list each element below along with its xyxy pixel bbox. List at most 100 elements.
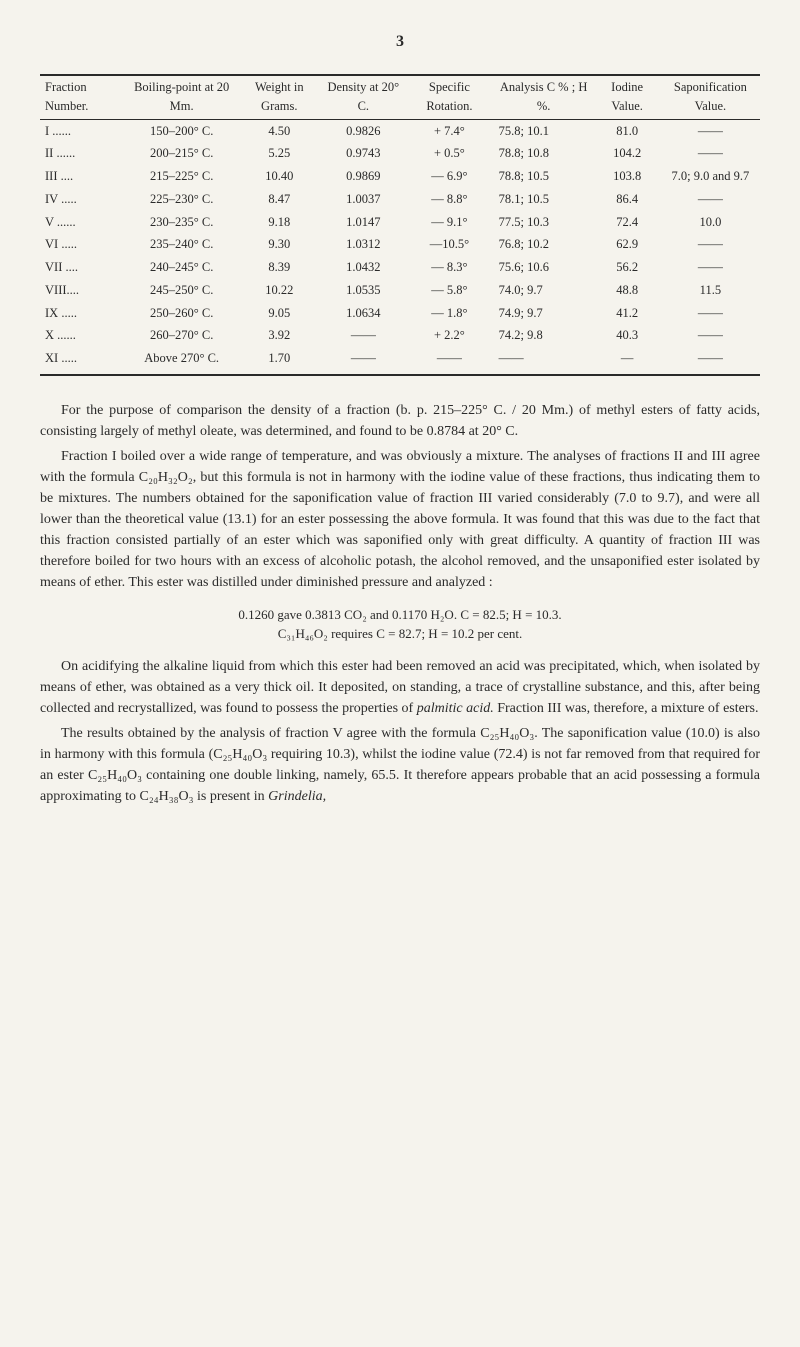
table-cell: 235–240° C. — [126, 233, 237, 256]
table-cell: 150–200° C. — [126, 119, 237, 142]
table-cell: XI ..... — [40, 347, 126, 375]
p3-post: Fraction III was, therefore, a mixture o… — [494, 701, 759, 716]
p4-pre: The results obtained by the analysis of … — [40, 726, 760, 804]
table-cell: — 9.1° — [405, 211, 494, 234]
table-cell: 245–250° C. — [126, 279, 237, 302]
table-cell: 250–260° C. — [126, 302, 237, 325]
paragraph-1: For the purpose of comparison the densit… — [40, 400, 760, 442]
header-analysis: Analysis C % ; H %. — [494, 75, 594, 118]
table-cell: —— — [661, 256, 760, 279]
table-cell: — 6.9° — [405, 165, 494, 188]
table-cell: II ...... — [40, 142, 126, 165]
header-density: Density at 20° C. — [322, 75, 406, 118]
header-specific: Specific Rotation. — [405, 75, 494, 118]
header-saponi: Saponi­fication Value. — [661, 75, 760, 118]
table-cell: 86.4 — [594, 188, 661, 211]
table-cell: — 1.8° — [405, 302, 494, 325]
table-cell: 11.5 — [661, 279, 760, 302]
table-row: VII ....240–245° C.8.391.0432— 8.3°75.6;… — [40, 256, 760, 279]
table-row: II ......200–215° C.5.250.9743+ 0.5°78.8… — [40, 142, 760, 165]
table-cell: 240–245° C. — [126, 256, 237, 279]
table-cell: 0.9869 — [322, 165, 406, 188]
table-cell: —— — [661, 119, 760, 142]
table-cell: 1.0312 — [322, 233, 406, 256]
table-cell: 0.9826 — [322, 119, 406, 142]
table-cell: 78.8; 10.8 — [494, 142, 594, 165]
formula-line-2: C₃₁H₄₆O₂ requires C = 82.7; H = 10.2 per… — [278, 626, 523, 641]
table-cell: I ...... — [40, 119, 126, 142]
table-cell: —— — [661, 233, 760, 256]
table-cell: 10.40 — [237, 165, 321, 188]
table-cell: 9.05 — [237, 302, 321, 325]
table-cell: —— — [661, 188, 760, 211]
table-cell: 75.6; 10.6 — [494, 256, 594, 279]
table-cell: 75.8; 10.1 — [494, 119, 594, 142]
table-cell: 225–230° C. — [126, 188, 237, 211]
table-cell: 10.0 — [661, 211, 760, 234]
table-row: IV .....225–230° C.8.471.0037— 8.8°78.1;… — [40, 188, 760, 211]
table-cell: 62.9 — [594, 233, 661, 256]
table-cell: 103.8 — [594, 165, 661, 188]
table-cell: 74.9; 9.7 — [494, 302, 594, 325]
table-cell: 56.2 — [594, 256, 661, 279]
table-cell: 77.5; 10.3 — [494, 211, 594, 234]
table-cell: 81.0 — [594, 119, 661, 142]
table-cell: Above 270° C. — [126, 347, 237, 375]
table-cell: — 8.8° — [405, 188, 494, 211]
table-cell: 260–270° C. — [126, 324, 237, 347]
table-cell: 41.2 — [594, 302, 661, 325]
table-row: I ......150–200° C.4.500.9826+ 7.4°75.8;… — [40, 119, 760, 142]
table-row: X ......260–270° C.3.92——+ 2.2°74.2; 9.8… — [40, 324, 760, 347]
table-cell: —— — [661, 302, 760, 325]
paragraph-2: Fraction I boiled over a wide range of t… — [40, 446, 760, 593]
table-row: III ....215–225° C.10.400.9869— 6.9°78.8… — [40, 165, 760, 188]
table-cell: 1.0535 — [322, 279, 406, 302]
p4-em: Grindelia, — [268, 789, 326, 804]
table-cell: X ...... — [40, 324, 126, 347]
page-number: 3 — [40, 30, 760, 54]
formula-line-1: 0.1260 gave 0.3813 CO₂ and 0.1170 H₂O. C… — [238, 607, 561, 622]
table-cell: + 0.5° — [405, 142, 494, 165]
data-table: Fraction Number. Boiling-point at 20 Mm.… — [40, 74, 760, 376]
table-row: IX .....250–260° C.9.051.0634— 1.8°74.9;… — [40, 302, 760, 325]
table-cell: 3.92 — [237, 324, 321, 347]
table-cell: 9.30 — [237, 233, 321, 256]
table-cell: 1.0432 — [322, 256, 406, 279]
table-cell: III .... — [40, 165, 126, 188]
table-cell: —10.5° — [405, 233, 494, 256]
table-cell: 78.8; 10.5 — [494, 165, 594, 188]
table-cell: 76.8; 10.2 — [494, 233, 594, 256]
table-cell: —— — [322, 324, 406, 347]
table-cell: —— — [405, 347, 494, 375]
table-cell: 1.0147 — [322, 211, 406, 234]
table-cell: 74.2; 9.8 — [494, 324, 594, 347]
table-cell: —— — [494, 347, 594, 375]
table-cell: 1.0037 — [322, 188, 406, 211]
table-cell: VIII.... — [40, 279, 126, 302]
table-cell: 72.4 — [594, 211, 661, 234]
table-cell: 74.0; 9.7 — [494, 279, 594, 302]
table-cell: 40.3 — [594, 324, 661, 347]
table-cell: —— — [661, 347, 760, 375]
table-row: XI .....Above 270° C.1.70————————— — [40, 347, 760, 375]
table-cell: 78.1; 10.5 — [494, 188, 594, 211]
table-cell: 9.18 — [237, 211, 321, 234]
table-row: VI .....235–240° C.9.301.0312—10.5°76.8;… — [40, 233, 760, 256]
table-cell: 1.70 — [237, 347, 321, 375]
table-cell: 7.0; 9.0 and 9.7 — [661, 165, 760, 188]
header-iodine: Iodine Value. — [594, 75, 661, 118]
formula-block: 0.1260 gave 0.3813 CO₂ and 0.1170 H₂O. C… — [40, 605, 760, 644]
table-cell: 104.2 — [594, 142, 661, 165]
paragraph-3: On acidifying the alkaline liquid from w… — [40, 656, 760, 719]
table-cell: —— — [322, 347, 406, 375]
table-cell: IV ..... — [40, 188, 126, 211]
table-cell: — 5.8° — [405, 279, 494, 302]
table-cell: 48.8 — [594, 279, 661, 302]
table-cell: 8.39 — [237, 256, 321, 279]
table-cell: IX ..... — [40, 302, 126, 325]
table-cell: —— — [661, 324, 760, 347]
body-text: For the purpose of comparison the densit… — [40, 400, 760, 807]
header-weight: Weight in Grams. — [237, 75, 321, 118]
table-cell: — 8.3° — [405, 256, 494, 279]
table-cell: VII .... — [40, 256, 126, 279]
